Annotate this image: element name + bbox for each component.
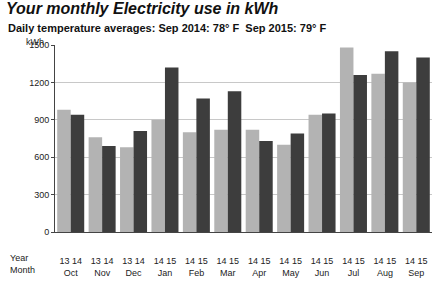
- svg-text:1500: 1500: [29, 40, 49, 50]
- svg-text:14 15Feb: 14 15Feb: [185, 256, 208, 278]
- svg-text:13 14Dec: 13 14Dec: [122, 256, 145, 278]
- svg-text:14 15Sep: 14 15Sep: [405, 256, 428, 278]
- svg-text:14 15May: 14 15May: [279, 256, 302, 278]
- svg-text:600: 600: [34, 152, 49, 162]
- svg-text:Month: Month: [10, 265, 35, 275]
- svg-text:14 15Jul: 14 15Jul: [342, 256, 365, 278]
- svg-text:14 15Jan: 14 15Jan: [154, 256, 177, 278]
- svg-text:0: 0: [44, 227, 49, 237]
- svg-text:14 15Mar: 14 15Mar: [217, 256, 240, 278]
- svg-text:1200: 1200: [29, 78, 49, 88]
- svg-text:14 15Apr: 14 15Apr: [248, 256, 271, 278]
- svg-text:14 15Aug: 14 15Aug: [374, 256, 397, 278]
- svg-text:Year: Year: [10, 253, 28, 263]
- svg-text:14 15Jun: 14 15Jun: [311, 256, 334, 278]
- svg-text:13 14Nov: 13 14Nov: [91, 256, 114, 278]
- svg-text:Your monthly Electricity use i: Your monthly Electricity use in kWh: [6, 0, 279, 17]
- svg-text:300: 300: [34, 190, 49, 200]
- svg-text:kWh: kWh: [26, 37, 44, 47]
- svg-text:13 14Oct: 13 14Oct: [59, 256, 82, 278]
- svg-text:900: 900: [34, 115, 49, 125]
- svg-text:Daily temperature averages: Se: Daily temperature averages: Sep 2014: 78…: [8, 22, 326, 34]
